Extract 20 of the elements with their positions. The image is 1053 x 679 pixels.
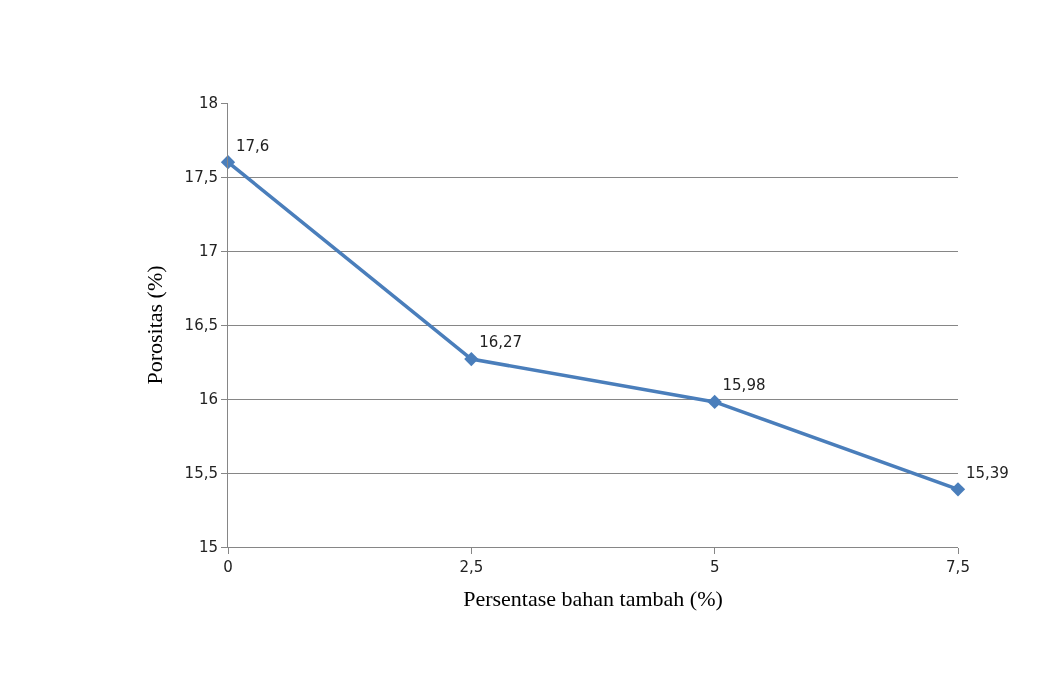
y-tick-label: 17,5 xyxy=(184,168,218,187)
data-label: 15,98 xyxy=(722,376,766,395)
y-tick-label: 15 xyxy=(198,538,218,557)
y-tick-label: 17 xyxy=(198,242,218,261)
y-tick-label: 16 xyxy=(198,390,218,409)
x-tick-label: 5 xyxy=(709,558,720,576)
point xyxy=(707,394,722,410)
point xyxy=(464,351,479,367)
data-label: 17,6 xyxy=(235,136,270,155)
data-label: 15,39 xyxy=(965,463,1009,482)
y-tick-label: 18 xyxy=(198,94,218,113)
x-tick-label: 7,5 xyxy=(946,558,970,576)
y-axis-title: Porositas (%) xyxy=(142,265,168,385)
y-tick-label: 15,5 xyxy=(184,464,218,483)
x-tick-label: 2,5 xyxy=(459,558,484,576)
y-tick-label: 16,5 xyxy=(184,316,218,335)
point xyxy=(950,482,966,497)
x-axis-title: Persentase bahan tambah (%) xyxy=(463,585,723,611)
data-label: 16,27 xyxy=(479,333,523,352)
x-tick-label: 0 xyxy=(223,558,233,576)
